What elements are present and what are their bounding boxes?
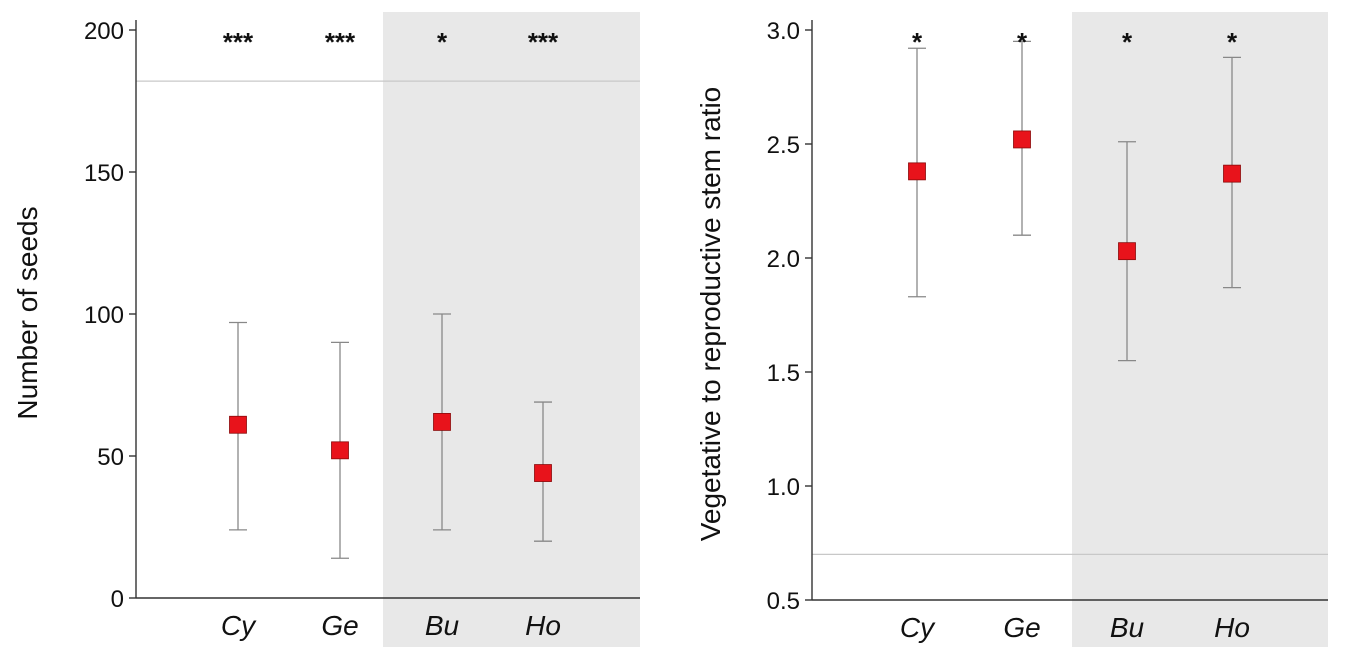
panel1-significance-label: *** [528, 27, 559, 57]
panel1-shaded-region [383, 12, 640, 647]
panel2-y-tick-label: 0.5 [767, 588, 800, 615]
panel1-y-axis-label: Number of seeds [12, 206, 43, 419]
panel2-data-point [1223, 164, 1241, 183]
panel1-category-label: Bu [425, 610, 460, 641]
panel1-y-tick-label: 150 [84, 160, 124, 187]
panel2-significance-label: * [912, 27, 923, 57]
panel1-category-label: Ho [525, 610, 561, 641]
panel2-y-tick-label: 2.0 [767, 246, 800, 273]
panel2-category-label: Ge [1003, 612, 1040, 643]
panel1-data-point [331, 441, 349, 460]
panel1-significance-label: *** [325, 27, 356, 57]
panel1-y-tick-label: 50 [97, 444, 124, 471]
panel2-category-label: Cy [900, 612, 936, 643]
panel1-y-tick-label: 200 [84, 18, 124, 45]
panel2-shaded-region [1072, 12, 1328, 647]
panel1-y-tick-label: 100 [84, 302, 124, 329]
panel2-y-tick-label: 1.0 [767, 474, 800, 501]
panel2-data-point [1118, 242, 1136, 261]
panel2-y-tick-label: 3.0 [767, 18, 800, 45]
panel1-category-label: Cy [221, 610, 257, 641]
panel1-data-point [433, 413, 451, 431]
panel1-data-point [229, 415, 247, 434]
panel2-y-axis-label: Vegetative to reproductive stem ratio [695, 87, 726, 541]
panel1-data-point [534, 464, 552, 482]
panel2-significance-label: * [1017, 27, 1028, 57]
panel2-y-tick-label: 1.5 [767, 360, 800, 387]
panel1-significance-label: *** [223, 27, 254, 57]
panel2-category-label: Ho [1214, 612, 1250, 643]
panel1-significance-label: * [437, 27, 448, 57]
panel2-data-point [1013, 130, 1031, 149]
panel2-category-label: Bu [1110, 612, 1145, 643]
panel2-y-tick-label: 2.5 [767, 132, 800, 159]
panel1-category-label: Ge [321, 610, 358, 641]
panel1-y-tick-label: 0 [111, 586, 124, 613]
panel2-significance-label: * [1122, 27, 1133, 57]
panel2-significance-label: * [1227, 27, 1238, 57]
panel2-data-point [908, 162, 926, 181]
